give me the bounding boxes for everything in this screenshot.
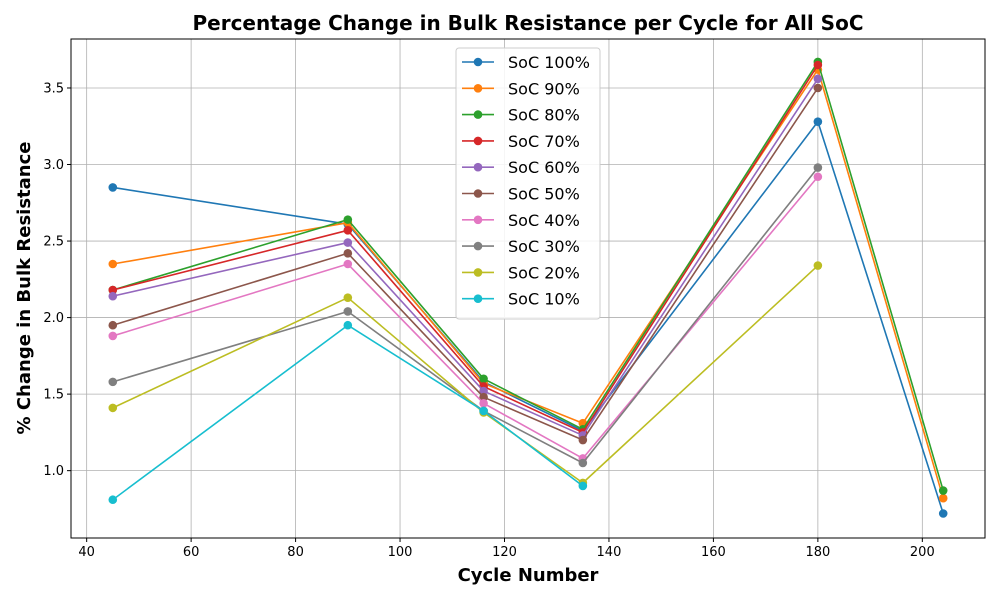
x-tick-label: 200 (910, 545, 935, 560)
x-tick-label: 80 (287, 545, 304, 560)
data-point (813, 83, 823, 93)
series-soc-10 (108, 320, 588, 505)
legend-label: SoC 40% (508, 211, 580, 230)
legend-item: SoC 70% (462, 132, 580, 151)
data-point (343, 293, 353, 302)
legend-label: SoC 90% (508, 79, 580, 98)
x-tick-label: 120 (492, 545, 517, 560)
y-tick-label: 1.0 (43, 464, 64, 479)
data-point (813, 60, 823, 70)
legend-label: SoC 30% (508, 237, 580, 256)
plot-frame (70, 38, 986, 539)
legend: SoC 100% SoC 90% SoC 80% SoC 70% SoC 60% SoC … (455, 47, 601, 320)
data-point (343, 238, 353, 247)
axis-ticks: 40 60 80 100 120 140 160 180 200 1.0 1.5 2.0 2.5 3.0 3… (43, 81, 934, 560)
data-point (343, 248, 353, 258)
series-line (112, 61, 944, 491)
data-point (479, 374, 488, 384)
data-point (938, 486, 948, 495)
legend-label: SoC 10% (508, 290, 580, 309)
y-tick-label: 3.5 (43, 81, 64, 96)
data-point (343, 226, 353, 235)
data-point (813, 172, 823, 182)
x-axis-label: Cycle Number (458, 565, 599, 586)
series-soc-60 (108, 74, 823, 440)
series-soc-70 (108, 60, 823, 437)
data-point (578, 481, 588, 491)
data-point (108, 183, 118, 192)
x-tick-label: 140 (597, 545, 622, 560)
legend-item: SoC 100% (462, 53, 590, 72)
data-point (108, 320, 118, 330)
data-point (108, 403, 118, 413)
data-point (938, 493, 948, 503)
y-tick-label: 2.0 (43, 311, 64, 326)
series-line (112, 120, 944, 514)
x-tick-label: 60 (183, 545, 200, 560)
x-tick-label: 100 (388, 545, 413, 560)
legend-item: SoC 20% (462, 263, 580, 282)
series-line (112, 324, 584, 501)
x-tick-label: 40 (78, 545, 95, 560)
legend-swatch-marker (473, 136, 483, 146)
data-point (813, 117, 823, 126)
legend-swatch-marker (473, 162, 483, 172)
legend-swatch-marker (473, 294, 483, 304)
series-soc-50 (108, 83, 823, 445)
legend-item: SoC 40% (462, 211, 580, 230)
data-point (343, 320, 353, 330)
data-point (108, 377, 118, 387)
data-point (108, 291, 118, 301)
y-axis-label: % Change in Bulk Resistance (14, 142, 35, 435)
data-point (108, 495, 118, 505)
y-tick-label: 3.0 (43, 158, 64, 173)
legend-swatch-marker (473, 110, 483, 119)
legend-item: SoC 30% (462, 237, 580, 256)
data-point (479, 386, 488, 396)
legend-swatch-marker (473, 215, 483, 225)
data-point (479, 406, 488, 416)
legend-box (455, 47, 601, 320)
data-point (343, 307, 353, 316)
legend-label: SoC 20% (508, 263, 580, 282)
data-point (343, 259, 353, 269)
legend-label: SoC 60% (508, 158, 580, 177)
x-tick-label: 180 (805, 545, 830, 560)
legend-swatch-marker (473, 189, 483, 198)
legend-swatch-marker (473, 241, 483, 251)
data-point (479, 392, 488, 402)
legend-item: SoC 80% (462, 106, 580, 125)
legend-swatch-marker (473, 57, 483, 67)
legend-item: SoC 10% (462, 290, 580, 309)
data-point (108, 285, 118, 295)
data-point (343, 215, 353, 224)
legend-item: SoC 60% (462, 158, 580, 177)
data-point (938, 509, 948, 518)
data-point (813, 261, 823, 270)
y-tick-label: 2.5 (43, 235, 64, 250)
legend-swatch-marker (473, 84, 483, 93)
chart-title: Percentage Change in Bulk Resistance per… (192, 11, 863, 35)
data-point (813, 74, 823, 84)
y-tick-label: 1.5 (43, 388, 64, 403)
data-point (578, 435, 588, 445)
data-point (108, 331, 118, 341)
legend-label: SoC 70% (508, 132, 580, 151)
data-point (813, 163, 823, 172)
series-group (108, 57, 948, 518)
legend-label: SoC 100% (508, 53, 590, 72)
data-point (578, 458, 588, 468)
legend-item: SoC 50% (462, 185, 580, 204)
legend-item: SoC 90% (462, 79, 580, 98)
data-point (479, 399, 488, 408)
legend-swatch-marker (473, 268, 483, 277)
data-point (108, 259, 118, 269)
legend-label: SoC 50% (508, 185, 580, 204)
x-tick-label: 160 (701, 545, 726, 560)
legend-label: SoC 80% (508, 106, 580, 125)
